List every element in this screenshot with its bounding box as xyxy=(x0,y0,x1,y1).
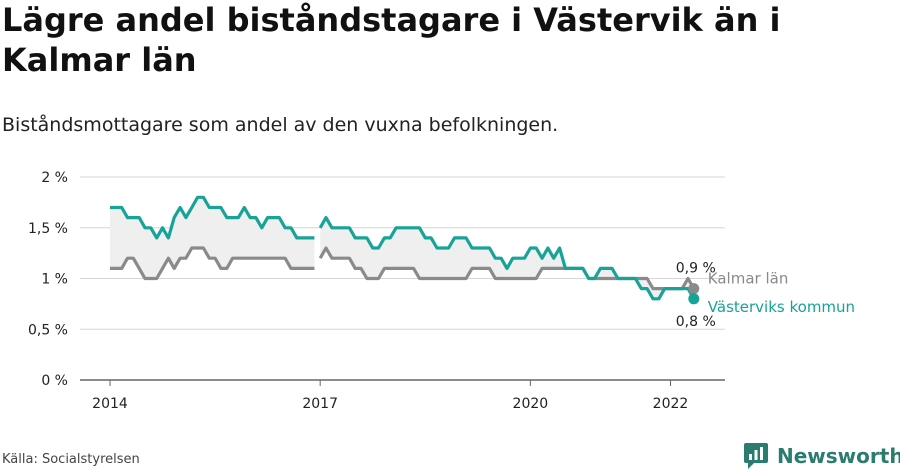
chart-title: Lägre andel biståndstagare i Västervik ä… xyxy=(2,1,781,79)
band-area xyxy=(110,197,315,279)
series-end-point xyxy=(688,293,700,305)
band-area xyxy=(320,217,694,299)
x-tick-label: 2020 xyxy=(513,396,549,412)
y-tick-label: 1,5 % xyxy=(28,221,68,237)
brand-name: Newsworthy xyxy=(777,444,900,468)
y-tick-label: 2 % xyxy=(41,170,68,186)
brand-logo[interactable]: Newsworthy xyxy=(743,440,900,472)
y-tick-label: 1 % xyxy=(41,272,68,288)
series-end-point xyxy=(688,283,700,295)
chart-subtitle: Biståndsmottagare som andel av den vuxna… xyxy=(2,114,559,136)
series-name-label: Kalmar län xyxy=(708,270,789,288)
x-tick-label: 2022 xyxy=(653,396,689,412)
series-end-value: 0,8 % xyxy=(676,314,716,330)
x-axis: 2014 2017 2020 2022 xyxy=(92,380,688,412)
x-tick-label: 2014 xyxy=(92,396,128,412)
series-line xyxy=(110,246,315,281)
series-end-value: 0,9 % xyxy=(676,261,716,277)
y-tick-label: 0,5 % xyxy=(28,322,68,338)
series-name-label: Västerviks kommun xyxy=(708,298,855,316)
series-line xyxy=(110,195,315,240)
newsworthy-logo-icon xyxy=(744,443,768,469)
series-line xyxy=(318,216,696,301)
x-tick-label: 2017 xyxy=(302,396,338,412)
series-lines xyxy=(110,195,696,301)
source-note: Källa: Socialstyrelsen xyxy=(2,452,140,467)
series-labels: 0,9 %Kalmar län 0,8 %Västerviks kommun xyxy=(676,261,855,330)
y-tick-label: 0 % xyxy=(41,373,68,389)
